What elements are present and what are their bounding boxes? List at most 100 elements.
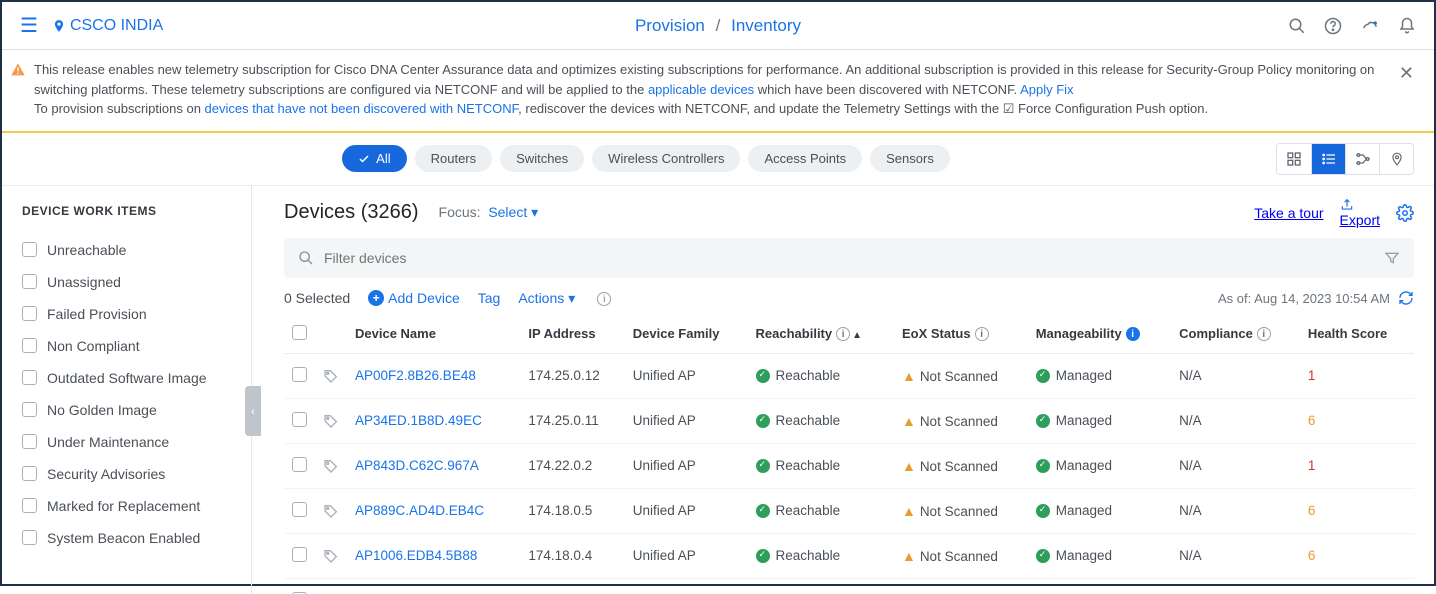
- checkbox[interactable]: [22, 242, 37, 257]
- work-item-unassigned[interactable]: Unassigned: [22, 266, 231, 298]
- work-item-failed-provision[interactable]: Failed Provision: [22, 298, 231, 330]
- device-name-link[interactable]: AP843D.C62C.967A: [355, 458, 479, 473]
- reachability: Reachable: [748, 533, 894, 578]
- checkbox[interactable]: [22, 370, 37, 385]
- close-banner-icon[interactable]: ✕: [1399, 60, 1414, 119]
- compliance: N/A: [1171, 353, 1300, 398]
- checkbox[interactable]: [22, 498, 37, 513]
- chevron-down-icon: ▾: [531, 204, 538, 220]
- filter-pill-all[interactable]: All: [342, 145, 406, 172]
- bell-icon[interactable]: [1398, 17, 1416, 35]
- filter-icon[interactable]: [1384, 250, 1400, 266]
- work-item-security-advisories[interactable]: Security Advisories: [22, 458, 231, 490]
- breadcrumb-parent[interactable]: Provision: [635, 16, 705, 35]
- tag-icon[interactable]: [323, 413, 339, 429]
- work-item-non-compliant[interactable]: Non Compliant: [22, 330, 231, 362]
- col-header[interactable]: Compliancei: [1171, 315, 1300, 354]
- row-checkbox[interactable]: [292, 592, 307, 594]
- table-row: AP843D.C62C.967A174.22.0.2Unified APReac…: [284, 443, 1414, 488]
- settings-icon[interactable]: [1396, 204, 1414, 222]
- device-name-link[interactable]: APAC4A.56BF.1884: [355, 593, 476, 594]
- work-item-label: Outdated Software Image: [47, 370, 207, 386]
- status-ok-icon: [756, 369, 770, 383]
- refresh-icon[interactable]: [1398, 290, 1414, 306]
- col-header[interactable]: Reachabilityi▲: [748, 315, 894, 354]
- row-checkbox[interactable]: [292, 502, 307, 517]
- banner-line2b: which have been discovered with NETCONF.: [754, 82, 1020, 97]
- tag-button[interactable]: Tag: [478, 290, 501, 306]
- filter-pill-wireless-controllers[interactable]: Wireless Controllers: [592, 145, 740, 172]
- status-ok-icon: [756, 504, 770, 518]
- device-name-link[interactable]: AP34ED.1B8D.49EC: [355, 413, 482, 428]
- filter-pill-access-points[interactable]: Access Points: [748, 145, 862, 172]
- health-score: 6: [1300, 533, 1414, 578]
- row-checkbox[interactable]: [292, 457, 307, 472]
- list-view-icon[interactable]: [1311, 144, 1345, 174]
- col-header[interactable]: Manageabilityi: [1028, 315, 1171, 354]
- filter-pills: All Routers Switches Wireless Controllers Ac…: [342, 145, 950, 172]
- tag-icon[interactable]: [323, 503, 339, 519]
- device-name-link[interactable]: AP889C.AD4D.EB4C: [355, 503, 484, 518]
- filter-pill-switches[interactable]: Switches: [500, 145, 584, 172]
- checkbox[interactable]: [22, 466, 37, 481]
- col-header[interactable]: IP Address: [520, 315, 624, 354]
- info-icon[interactable]: i: [593, 290, 611, 306]
- tag-icon[interactable]: [323, 548, 339, 564]
- table-row: AP889C.AD4D.EB4C174.18.0.5Unified APReac…: [284, 488, 1414, 533]
- select-all-checkbox[interactable]: [292, 325, 307, 340]
- take-tour-link[interactable]: Take a tour: [1254, 205, 1323, 221]
- cloud-icon[interactable]: [1360, 17, 1380, 35]
- applicable-devices-link[interactable]: applicable devices: [648, 82, 754, 97]
- banner-text: This release enables new telemetry subsc…: [34, 60, 1374, 119]
- checkbox[interactable]: [22, 338, 37, 353]
- collapse-sidebar-icon[interactable]: ‹: [245, 386, 261, 436]
- search-bar: [284, 238, 1414, 278]
- focus-selector[interactable]: Focus: Select ▾: [439, 204, 539, 221]
- checkbox[interactable]: [22, 306, 37, 321]
- manageability: Managed: [1028, 398, 1171, 443]
- sidebar-title: DEVICE WORK ITEMS: [22, 204, 231, 218]
- work-item-marked-for-replacement[interactable]: Marked for Replacement: [22, 490, 231, 522]
- health-score: 6: [1300, 398, 1414, 443]
- reachability: Reachable: [748, 398, 894, 443]
- col-header[interactable]: EoX Statusi: [894, 315, 1028, 354]
- card-view-icon[interactable]: [1277, 144, 1311, 174]
- device-family: Unified AP: [625, 353, 748, 398]
- add-device-button[interactable]: +Add Device: [368, 290, 460, 306]
- device-name-link[interactable]: AP00F2.8B26.BE48: [355, 368, 476, 383]
- search-icon[interactable]: [1288, 17, 1306, 35]
- checkbox[interactable]: [22, 274, 37, 289]
- tag-icon[interactable]: [323, 458, 339, 474]
- undiscovered-link[interactable]: devices that have not been discovered wi…: [205, 101, 519, 116]
- export-link[interactable]: Export: [1340, 198, 1380, 228]
- filter-devices-input[interactable]: [324, 250, 1384, 266]
- tag-icon[interactable]: [323, 593, 339, 594]
- device-name-link[interactable]: AP1006.EDB4.5B88: [355, 548, 477, 563]
- work-item-outdated-software-image[interactable]: Outdated Software Image: [22, 362, 231, 394]
- work-item-under-maintenance[interactable]: Under Maintenance: [22, 426, 231, 458]
- map-view-icon[interactable]: [1379, 144, 1413, 174]
- help-icon[interactable]: [1324, 17, 1342, 35]
- apply-fix-link[interactable]: Apply Fix: [1020, 82, 1073, 97]
- actions-dropdown[interactable]: Actions ▾: [518, 290, 575, 307]
- col-header[interactable]: Device Name: [347, 315, 520, 354]
- brand[interactable]: CSCO INDIA: [52, 17, 163, 35]
- row-checkbox[interactable]: [292, 367, 307, 382]
- work-item-system-beacon-enabled[interactable]: System Beacon Enabled: [22, 522, 231, 554]
- menu-icon[interactable]: ☰: [20, 13, 38, 38]
- work-item-no-golden-image[interactable]: No Golden Image: [22, 394, 231, 426]
- filter-pill-sensors[interactable]: Sensors: [870, 145, 950, 172]
- checkbox[interactable]: [22, 402, 37, 417]
- row-checkbox[interactable]: [292, 412, 307, 427]
- col-header[interactable]: Health Score: [1300, 315, 1414, 354]
- topology-view-icon[interactable]: [1345, 144, 1379, 174]
- row-checkbox[interactable]: [292, 547, 307, 562]
- tag-icon[interactable]: [323, 368, 339, 384]
- work-item-unreachable[interactable]: Unreachable: [22, 234, 231, 266]
- checkbox[interactable]: [22, 530, 37, 545]
- col-header[interactable]: Device Family: [625, 315, 748, 354]
- col-header: [315, 315, 347, 354]
- filter-pill-routers[interactable]: Routers: [415, 145, 493, 172]
- work-item-label: Failed Provision: [47, 306, 147, 322]
- checkbox[interactable]: [22, 434, 37, 449]
